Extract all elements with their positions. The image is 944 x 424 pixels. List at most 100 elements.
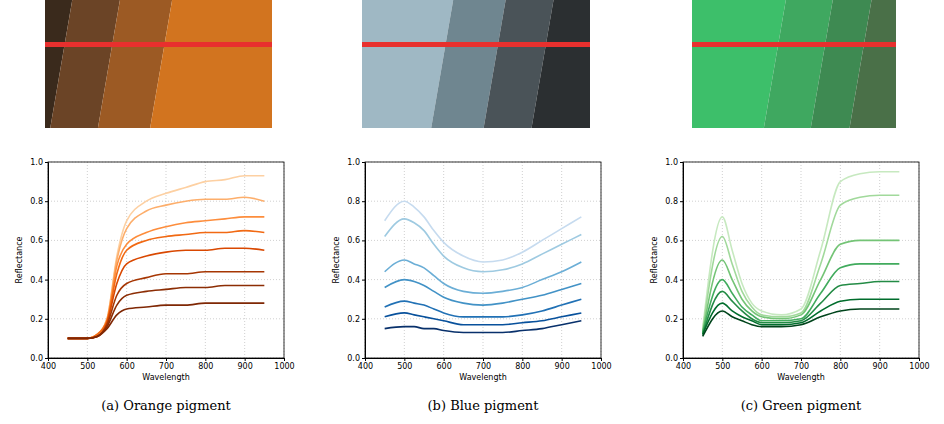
tick-label: 500 xyxy=(397,362,412,371)
plot-frame xyxy=(365,162,601,358)
tick-label: 700 xyxy=(159,362,174,371)
tick-label: 0.8 xyxy=(347,197,360,206)
axis-line xyxy=(680,163,684,359)
tick-mark xyxy=(45,201,48,202)
tick-mark xyxy=(722,358,723,361)
swatch-photo xyxy=(568,0,944,128)
tick-label: 400 xyxy=(676,362,691,371)
plot: 40050060070080090010000.00.20.40.60.81.0… xyxy=(332,158,612,382)
scan-line xyxy=(362,42,590,47)
tick: 500 xyxy=(397,358,412,371)
grid-line xyxy=(365,240,601,241)
x-axis-title: Wavelength xyxy=(459,373,506,382)
tick-label: 900 xyxy=(873,362,888,371)
tick-mark xyxy=(680,162,683,163)
tick: 400 xyxy=(41,358,56,371)
spectrum-line xyxy=(68,248,265,338)
tick: 0.2 xyxy=(347,315,365,324)
tick: 0.8 xyxy=(347,197,365,206)
scan-line xyxy=(692,42,896,47)
tick: 700 xyxy=(159,358,174,371)
grid-line xyxy=(48,318,284,319)
swatch-stripe xyxy=(532,0,590,128)
tick-mark xyxy=(562,358,563,361)
tick-mark xyxy=(245,358,246,361)
plot: 40050060070080090010000.00.20.40.60.81.0… xyxy=(15,158,295,382)
tick-label: 0.6 xyxy=(347,236,360,245)
grid-line xyxy=(48,201,284,202)
tick: 600 xyxy=(120,358,135,371)
tick-label: 800 xyxy=(833,362,848,371)
tick-mark xyxy=(45,319,48,320)
tick: 400 xyxy=(676,358,691,371)
axis-line xyxy=(366,359,602,362)
tick-mark xyxy=(205,358,206,361)
tick-mark xyxy=(404,358,405,361)
tick: 0.0 xyxy=(347,354,365,363)
tick-mark xyxy=(362,240,365,241)
tick: 800 xyxy=(515,358,530,371)
y-axis: 0.00.20.40.60.81.0 xyxy=(30,158,48,363)
tick-mark xyxy=(840,358,841,361)
tick-mark xyxy=(45,280,48,281)
tick: 0.6 xyxy=(30,236,48,245)
y-axis: 0.00.20.40.60.81.0 xyxy=(665,158,683,363)
tick-label: 0.0 xyxy=(347,354,360,363)
y-axis-title: Reflectance xyxy=(332,236,341,283)
grid-line xyxy=(522,162,523,358)
tick-mark xyxy=(680,240,683,241)
tick: 1000 xyxy=(909,358,929,371)
tick: 0.0 xyxy=(665,354,683,363)
axis-line xyxy=(684,359,920,362)
y-axis-title: Reflectance xyxy=(650,236,659,283)
x-axis: 4005006007008009001000 xyxy=(41,358,295,371)
tick-mark xyxy=(762,358,763,361)
tick: 1.0 xyxy=(347,158,365,167)
tick: 600 xyxy=(755,358,770,371)
tick: 0.0 xyxy=(30,354,48,363)
tick-label: 0.6 xyxy=(665,236,678,245)
swatch-stripe xyxy=(150,0,272,128)
tick-mark xyxy=(680,201,683,202)
tick-label: 0.4 xyxy=(665,276,678,285)
lines xyxy=(703,172,900,337)
tick-mark xyxy=(601,358,602,361)
spectrum-line xyxy=(703,309,900,336)
tick-mark xyxy=(127,358,128,361)
grid-line xyxy=(87,162,88,358)
tick-label: 500 xyxy=(715,362,730,371)
tick-mark xyxy=(87,358,88,361)
y-axis-title: Reflectance xyxy=(15,236,24,283)
caption: (a) Orange pigment xyxy=(101,398,231,413)
grid-line xyxy=(561,162,562,358)
grid-line xyxy=(443,162,444,358)
tick: 500 xyxy=(80,358,95,371)
spectrum-line xyxy=(703,240,900,332)
tick: 600 xyxy=(437,358,452,371)
tick: 0.8 xyxy=(30,197,48,206)
spectrum-line xyxy=(68,217,265,339)
axis-line xyxy=(45,163,49,359)
grid-line xyxy=(761,162,762,358)
tick-label: 700 xyxy=(794,362,809,371)
figure: 400 500 600 700 800 900 1000 0.0 0.2 0.4 0.6 0.8 1.0… xyxy=(0,0,944,424)
tick-label: 0.8 xyxy=(665,197,678,206)
tick-mark xyxy=(880,358,881,361)
axis-line xyxy=(362,163,366,359)
grid-line xyxy=(483,162,484,358)
tick-label: 800 xyxy=(198,362,213,371)
tick: 900 xyxy=(873,358,888,371)
tick-mark xyxy=(45,358,48,359)
tick: 0.4 xyxy=(347,276,365,285)
tick: 800 xyxy=(833,358,848,371)
tick: 700 xyxy=(476,358,491,371)
tick-label: 1000 xyxy=(591,362,611,371)
tick-label: 1.0 xyxy=(347,158,360,167)
grid-line xyxy=(879,162,880,358)
grid-line xyxy=(365,318,601,319)
swatch-stripe xyxy=(850,0,896,128)
spectrum-line xyxy=(68,197,265,338)
tick-mark xyxy=(362,280,365,281)
tick-label: 0.0 xyxy=(30,354,43,363)
y-axis: 0.0 0.2 0.4 0.6 0.8 1.0 xyxy=(347,158,365,363)
